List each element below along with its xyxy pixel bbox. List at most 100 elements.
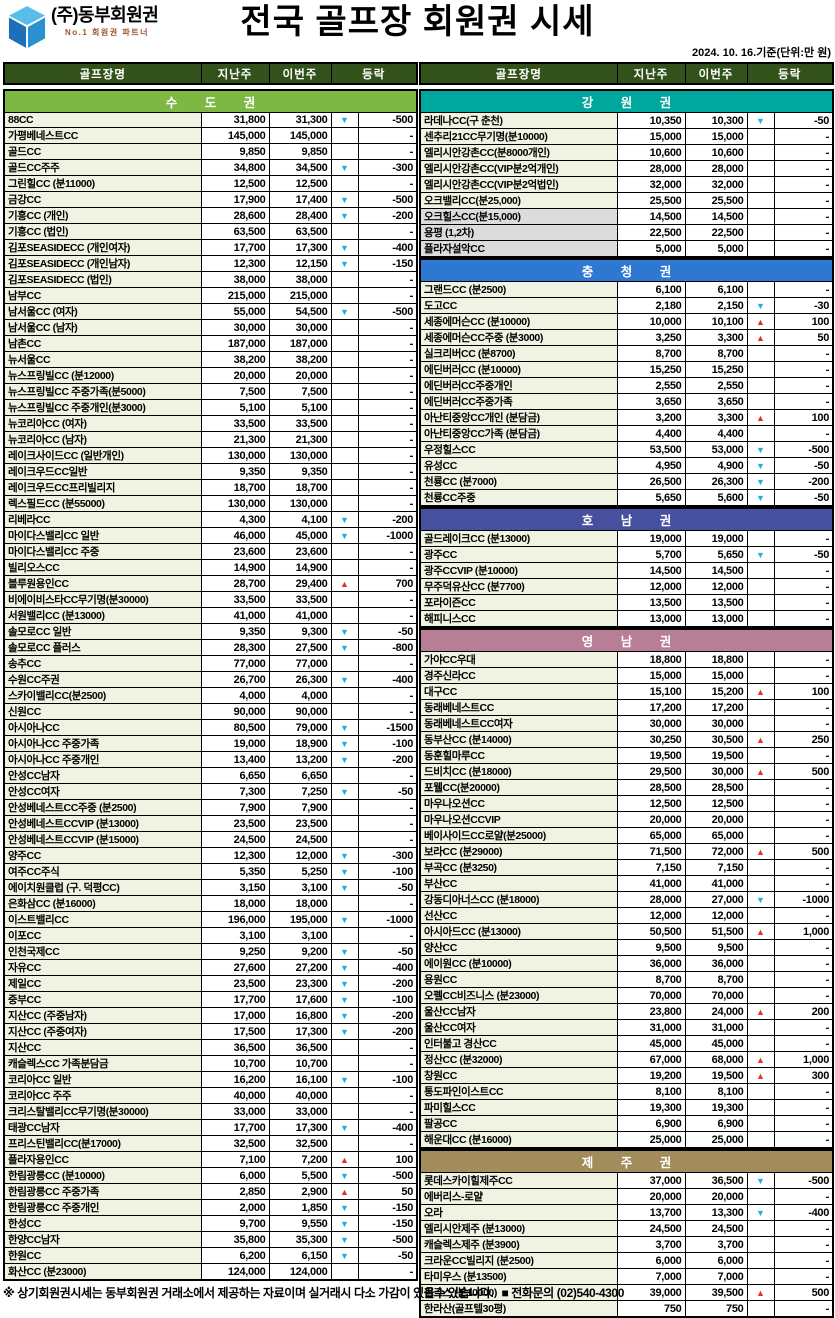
table-row: 레이크우드CC일반 9,350 9,350- <box>3 463 418 481</box>
this-week-cell: 26,300 <box>684 473 748 490</box>
change-cell: - <box>773 594 834 611</box>
this-week-cell: 32,000 <box>684 176 748 193</box>
this-week-cell: 12,000 <box>684 907 748 924</box>
change-cell: -50 <box>357 879 418 897</box>
last-week-cell: 12,300 <box>200 847 270 865</box>
change-cell: - <box>773 1252 834 1269</box>
table-row: 엘리시안강촌CC(분8000개인) 10,600 10,600- <box>419 144 834 161</box>
table-row: 울산CC남자 23,800 24,000 ▲ 200 <box>419 1003 834 1020</box>
last-week-cell: 7,300 <box>200 783 270 801</box>
change-cell: -400 <box>357 239 418 257</box>
down-arrow-icon: ▼ <box>340 306 349 317</box>
change-dir-cell: ▲ <box>746 1284 775 1301</box>
course-name-cell: 골드CC <box>3 143 202 161</box>
change-cell: - <box>357 703 418 721</box>
table-row: 안성베네스트CCVIP (분13000) 23,500 23,500- <box>3 815 418 833</box>
last-week-cell: 50,500 <box>616 923 686 940</box>
change-dir-cell: ▲ <box>330 1183 359 1201</box>
change-dir-cell <box>330 351 359 369</box>
up-arrow-icon: ▲ <box>340 1186 349 1197</box>
last-week-cell: 32,500 <box>200 1135 270 1153</box>
change-cell: 100 <box>773 409 834 426</box>
change-dir-cell <box>746 715 775 732</box>
change-dir-cell: ▼ <box>330 1119 359 1137</box>
table-row: 뉴스프링빌CC 주중개인(분3000) 5,100 5,100- <box>3 399 418 417</box>
course-name-cell: 용원CC <box>419 971 618 988</box>
this-week-cell: 4,000 <box>268 687 332 705</box>
course-name-cell: 에이원CC (분10000) <box>419 955 618 972</box>
this-week-cell: 18,700 <box>268 479 332 497</box>
change-cell: -100 <box>357 1071 418 1089</box>
course-name-cell: 제일CC <box>3 975 202 993</box>
change-dir-cell <box>746 377 775 394</box>
course-name-cell: 송추CC <box>3 655 202 673</box>
course-name-cell: 보라CC (분29000) <box>419 843 618 860</box>
table-row: 김포SEASIDECC (개인남자) 12,300 12,150 ▼ -150 <box>3 255 418 273</box>
last-week-cell: 28,700 <box>200 575 270 593</box>
last-week-cell: 5,350 <box>200 863 270 881</box>
this-week-cell: 7,000 <box>684 1268 748 1285</box>
course-name-cell: 오라 <box>419 1204 618 1221</box>
last-week-cell: 19,000 <box>616 530 686 547</box>
last-week-cell: 9,850 <box>200 143 270 161</box>
header-last-week: 지난주 <box>616 62 686 85</box>
table-row: 광주CC 5,700 5,650 ▼ -50 <box>419 546 834 563</box>
course-name-cell: 솔모로CC 일반 <box>3 623 202 641</box>
last-week-cell: 39,000 <box>616 1284 686 1301</box>
change-cell: -1500 <box>357 719 418 737</box>
course-name-cell: 안성CC여자 <box>3 783 202 801</box>
change-dir-cell: ▼ <box>330 863 359 881</box>
last-week-cell: 13,000 <box>616 610 686 628</box>
last-week-cell: 8,100 <box>616 1083 686 1100</box>
change-cell: - <box>357 1087 418 1105</box>
last-week-cell: 71,500 <box>616 843 686 860</box>
course-name-cell: 해피니스CC <box>419 610 618 628</box>
table-row: 뉴서울CC 38,200 38,200- <box>3 351 418 369</box>
change-cell: - <box>773 1300 834 1318</box>
change-cell: 1,000 <box>773 1051 834 1068</box>
last-week-cell: 20,000 <box>616 1188 686 1205</box>
last-week-cell: 24,500 <box>200 831 270 849</box>
change-dir-cell: ▲ <box>746 843 775 860</box>
table-row: 골드CC주주 34,800 34,500 ▼ -300 <box>3 159 418 177</box>
this-week-cell: 4,900 <box>684 457 748 474</box>
table-row: 통도파인이스트CC 8,100 8,100- <box>419 1083 834 1100</box>
change-cell: -50 <box>773 457 834 474</box>
table-row: 이포CC 3,100 3,100- <box>3 927 418 945</box>
last-week-cell: 3,150 <box>200 879 270 897</box>
course-name-cell: 오크밸리CC(분25,000) <box>419 192 618 209</box>
course-name-cell: 김포SEASIDECC (개인여자) <box>3 239 202 257</box>
this-week-cell: 22,500 <box>684 224 748 241</box>
this-week-cell: 13,000 <box>684 610 748 628</box>
table-row: 안성CC남자 6,650 6,650- <box>3 767 418 785</box>
course-name-cell: 에딘버러CC주중가족 <box>419 393 618 410</box>
change-dir-cell <box>330 831 359 849</box>
change-cell: - <box>773 610 834 628</box>
last-week-cell: 14,900 <box>200 559 270 577</box>
course-name-cell: 크리스탈밸리CC무기명(분30000) <box>3 1103 202 1121</box>
change-dir-cell <box>330 175 359 193</box>
course-name-cell: 지산CC <box>3 1039 202 1057</box>
change-cell: -150 <box>357 1215 418 1233</box>
change-cell: - <box>357 479 418 497</box>
course-name-cell: 오크힐스CC(분15,000) <box>419 208 618 225</box>
table-row: 자유CC 27,600 27,200 ▼ -400 <box>3 959 418 977</box>
table-row: 실크리버CC (분8700) 8,700 8,700- <box>419 345 834 362</box>
course-name-cell: 뉴스프링빌CC 주중개인(분3000) <box>3 399 202 417</box>
table-row: 캐슬렉스제주 (분3900) 3,700 3,700- <box>419 1236 834 1253</box>
column-header-row: 골프장명 지난주 이번주 등락 <box>419 62 834 85</box>
company-tagline: No.1 회원권 파트너 <box>65 28 149 37</box>
table-row: 아난티중앙CC가족 (분담금) 4,400 4,400- <box>419 425 834 442</box>
this-week-cell: 14,500 <box>684 208 748 225</box>
course-name-cell: 코리아CC 주주 <box>3 1087 202 1105</box>
change-dir-cell: ▼ <box>746 546 775 563</box>
this-week-cell: 20,000 <box>684 1188 748 1205</box>
change-dir-cell <box>330 591 359 609</box>
table-row: 양산CC 9,500 9,500- <box>419 939 834 956</box>
up-arrow-icon: ▲ <box>756 332 765 343</box>
change-cell: -500 <box>357 303 418 321</box>
course-name-cell: 김포SEASIDECC (법인) <box>3 271 202 289</box>
change-dir-cell: ▼ <box>330 783 359 801</box>
change-dir-cell: ▼ <box>330 255 359 273</box>
table-row: 라데나CC(구 춘천) 10,350 10,300 ▼ -50 <box>419 112 834 129</box>
